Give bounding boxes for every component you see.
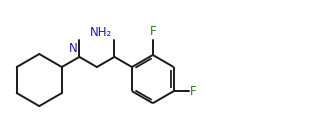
Text: NH₂: NH₂ — [90, 26, 112, 39]
Text: F: F — [149, 25, 156, 38]
Text: F: F — [190, 85, 197, 98]
Text: N: N — [69, 42, 77, 55]
